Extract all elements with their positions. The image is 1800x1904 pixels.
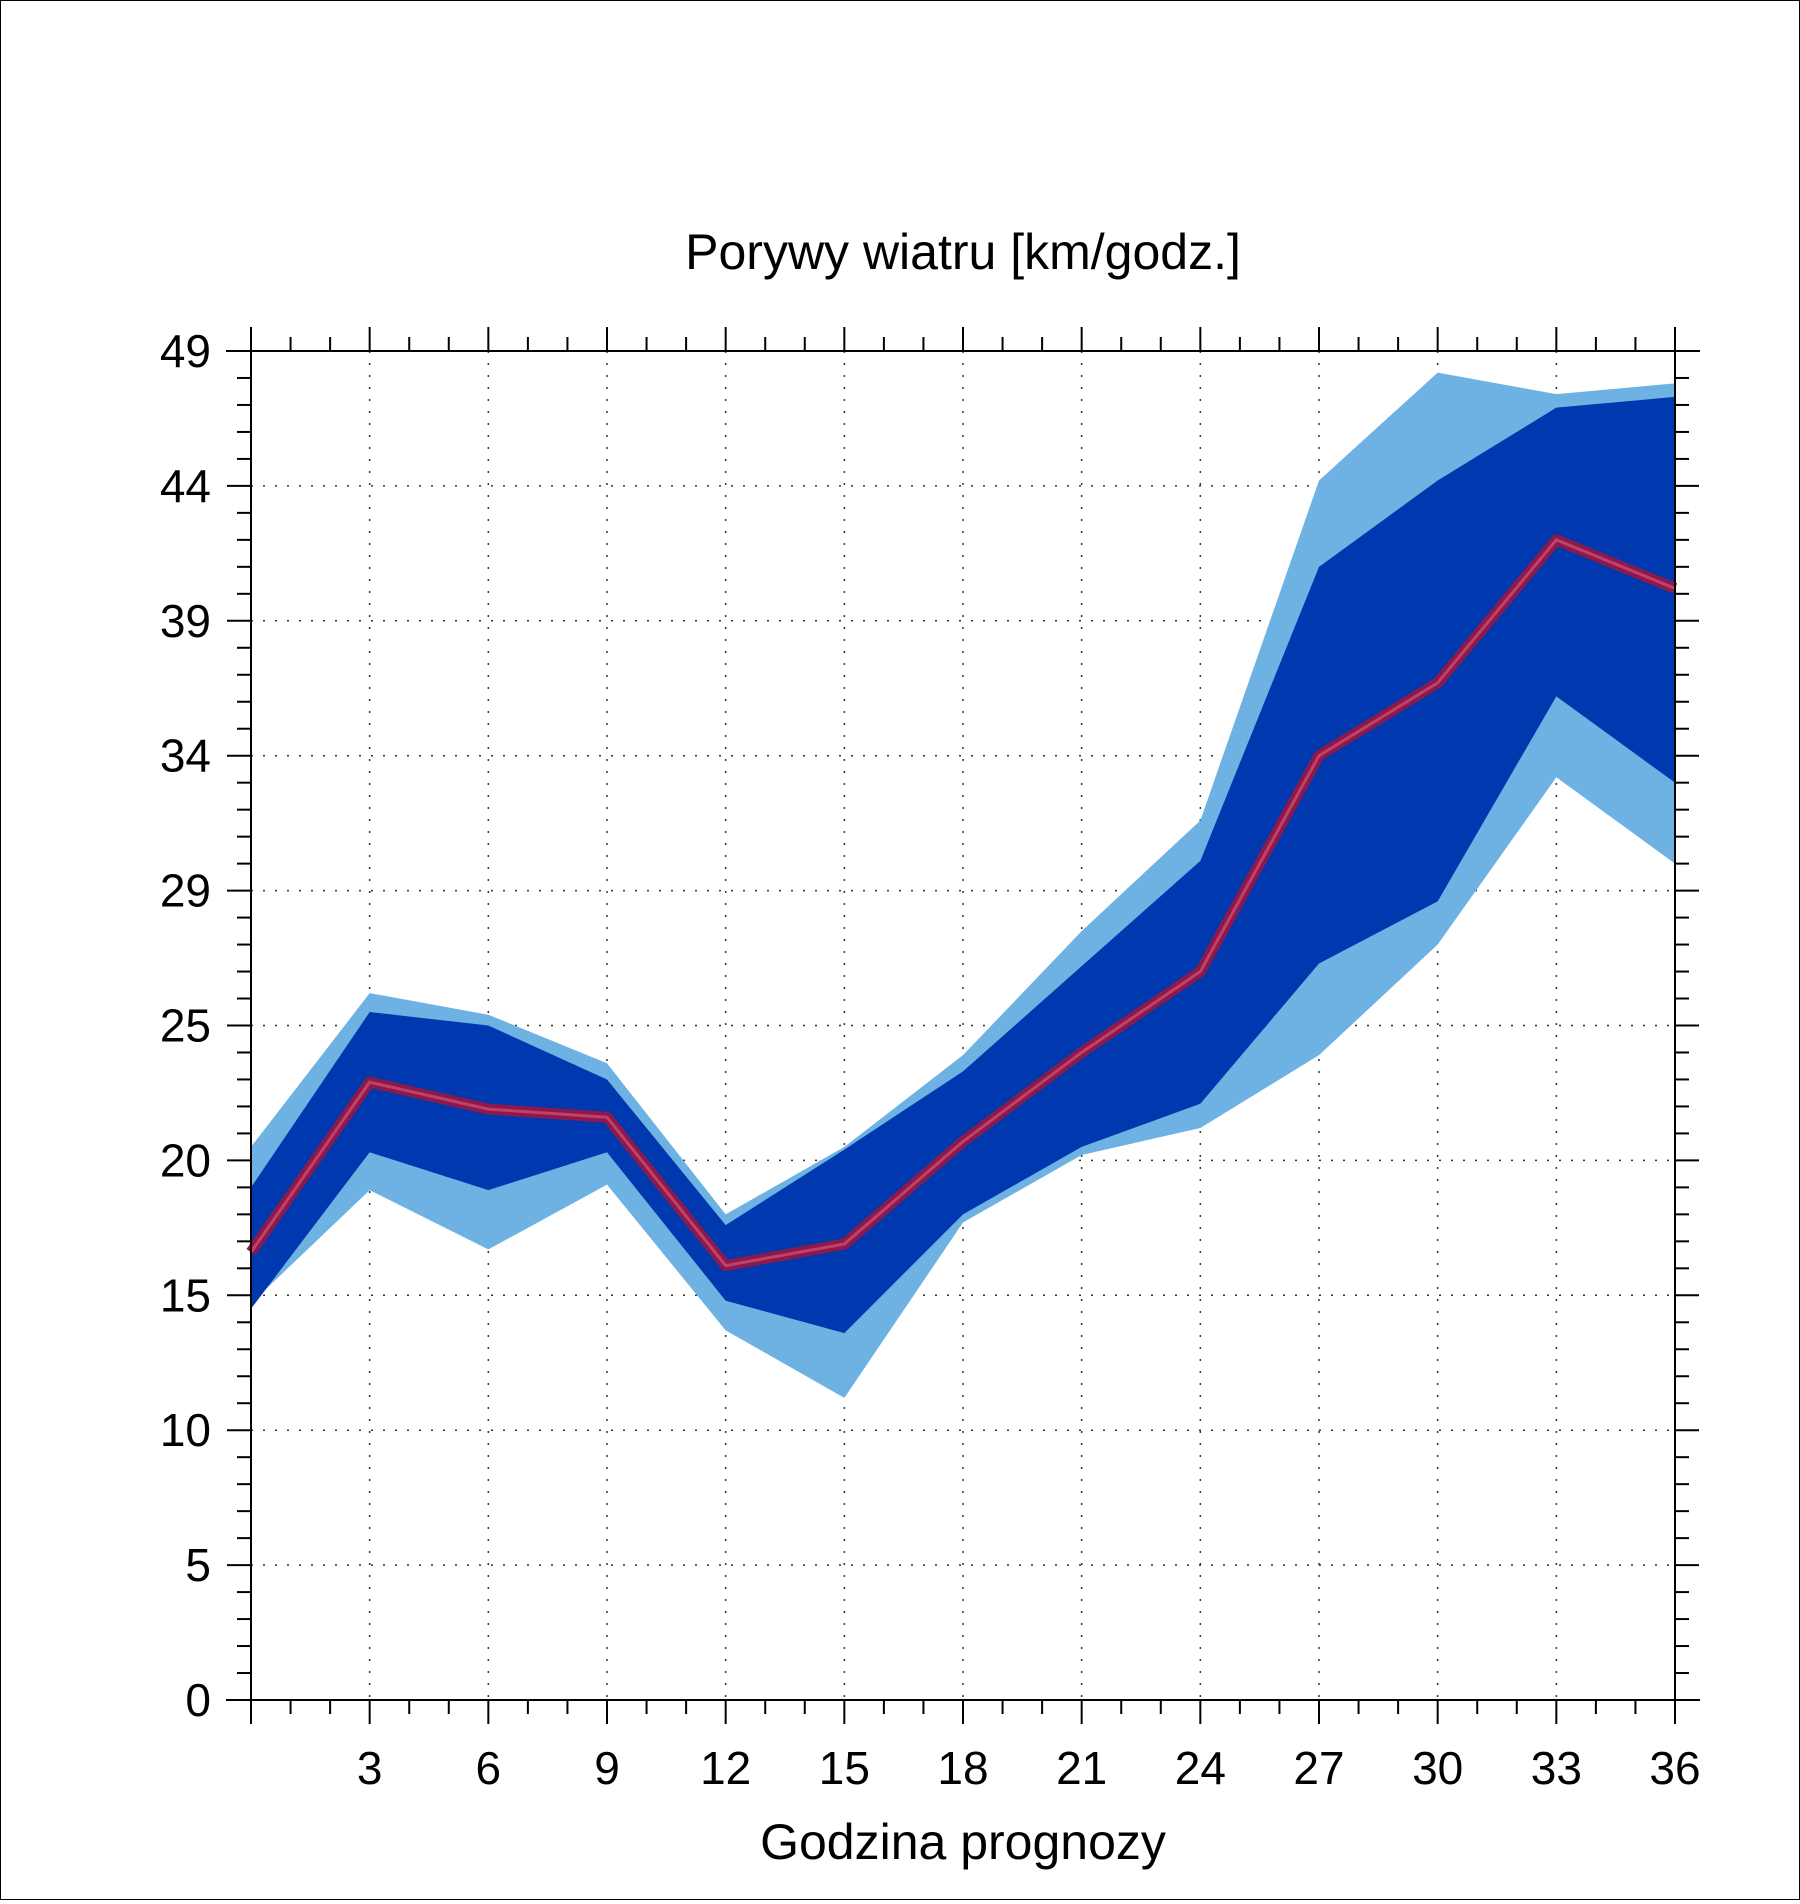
y-tick-label-44: 44 — [160, 460, 211, 512]
y-tick-label-29: 29 — [160, 865, 211, 917]
x-tick-label-12: 12 — [700, 1742, 751, 1794]
median-line-highlight — [249, 538, 1676, 1268]
tick-labels: 3 6 9 12 15 18 21 24 27 30 33 360510152025293439444… — [160, 325, 1701, 1794]
x-tick-label-3: 3 — [357, 1742, 383, 1794]
x-tick-label-30: 30 — [1412, 1742, 1463, 1794]
x-tick-label-21: 21 — [1056, 1742, 1107, 1794]
y-tick-label-10: 10 — [160, 1404, 211, 1456]
y-tick-label-5: 5 — [185, 1539, 211, 1591]
y-tick-label-49: 49 — [160, 325, 211, 377]
x-tick-label-27: 27 — [1293, 1742, 1344, 1794]
inner-band — [251, 396, 1675, 1334]
median-series — [246, 534, 1678, 1272]
x-axis-label: Godzina prognozy — [760, 1814, 1166, 1870]
y-tick-label-20: 20 — [160, 1134, 211, 1186]
y-tick-label-39: 39 — [160, 595, 211, 647]
x-tick-label-36: 36 — [1649, 1742, 1700, 1794]
y-tick-label-34: 34 — [160, 730, 211, 782]
x-tick-label-24: 24 — [1175, 1742, 1226, 1794]
chart-title: Porywy wiatru [km/godz.] — [685, 224, 1241, 280]
x-tick-label-9: 9 — [594, 1742, 620, 1794]
y-tick-label-0: 0 — [185, 1674, 211, 1726]
x-tick-label-15: 15 — [819, 1742, 870, 1794]
x-tick-label-33: 33 — [1531, 1742, 1582, 1794]
y-tick-label-25: 25 — [160, 1000, 211, 1052]
x-tick-label-6: 6 — [476, 1742, 502, 1794]
x-tick-label-18: 18 — [937, 1742, 988, 1794]
y-tick-label-15: 15 — [160, 1269, 211, 1321]
ticks — [227, 327, 1699, 1724]
bands — [251, 372, 1675, 1398]
